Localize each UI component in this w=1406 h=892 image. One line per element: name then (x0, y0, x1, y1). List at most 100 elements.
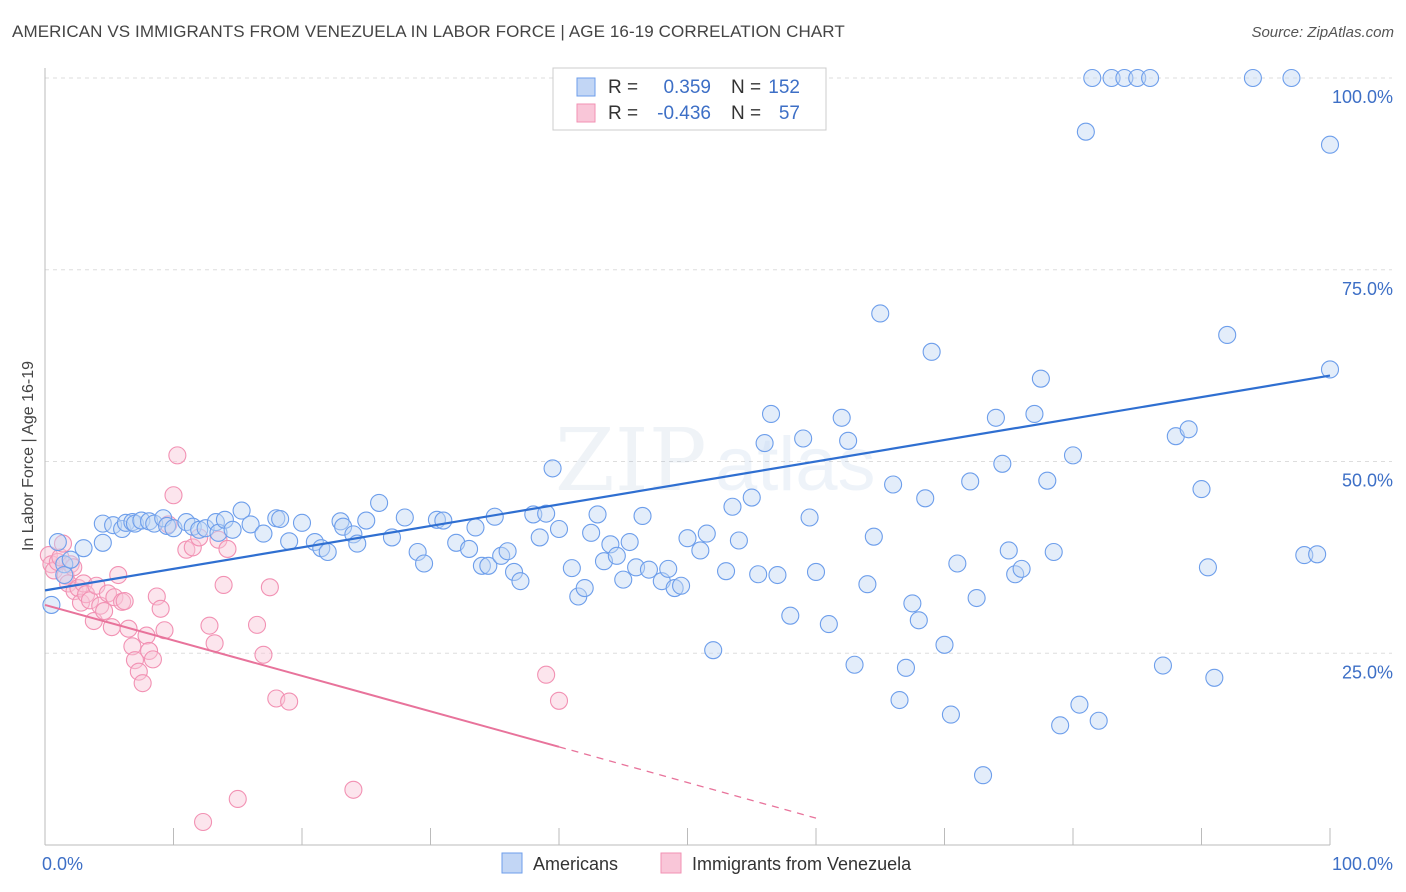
americans-point-87 (729, 531, 748, 550)
americans-point-124 (1038, 471, 1057, 490)
americans-point-110 (922, 342, 941, 361)
stats-r-label-venezuela: R = (608, 103, 638, 124)
watermark-zip: ZIP (555, 411, 707, 511)
americans-point-44 (395, 508, 414, 527)
y-tick-label-75: 75.0% (1342, 279, 1393, 299)
americans-point-64 (562, 559, 581, 578)
americans-point-145 (1295, 546, 1314, 565)
americans-point-97 (819, 615, 838, 634)
americans-point-28 (241, 515, 260, 534)
americans-point-51 (466, 518, 485, 537)
americans-point-82 (691, 541, 710, 560)
americans-point-123 (1031, 369, 1050, 388)
venezuela-point-57 (549, 691, 569, 710)
americans-point-134 (1128, 68, 1147, 88)
venezuela-point-19 (95, 602, 114, 621)
americans-point-45 (408, 542, 427, 562)
americans-point-73 (620, 532, 639, 552)
americans-point-105 (890, 690, 909, 710)
americans-point-111 (935, 635, 954, 654)
americans-point-109 (916, 489, 935, 508)
venezuela-point-25 (115, 592, 134, 611)
americans-point-67 (582, 523, 601, 542)
series-venezuela-points (39, 446, 569, 832)
chart-source: Source: ZipAtlas.com (1251, 24, 1394, 41)
americans-point-102 (864, 527, 883, 546)
stats-r-value-americans: 0.359 (663, 77, 711, 98)
americans-point-55 (492, 546, 511, 565)
stats-swatch-americans (576, 77, 596, 97)
americans-point-147 (1320, 360, 1340, 379)
series-americans-points (42, 68, 1340, 785)
americans-point-75 (633, 506, 652, 526)
stats-swatch-venezuela (576, 103, 596, 123)
americans-point-80 (672, 576, 691, 595)
americans-point-92 (768, 565, 787, 585)
americans-point-52 (472, 556, 491, 575)
americans-point-61 (537, 504, 556, 523)
americans-point-96 (806, 562, 826, 581)
americans-point-36 (318, 542, 337, 562)
americans-point-21 (190, 520, 209, 539)
americans-point-98 (832, 408, 851, 427)
americans-point-57 (504, 562, 524, 581)
americans-point-142 (1218, 325, 1237, 344)
stats-n-value-americans: 152 (768, 77, 800, 98)
chart-title: AMERICAN VS IMMIGRANTS FROM VENEZUELA IN… (12, 22, 845, 41)
venezuela-point-47 (214, 575, 233, 595)
americans-point-143 (1243, 68, 1262, 88)
americans-point-25 (215, 510, 234, 529)
americans-point-81 (678, 529, 697, 548)
y-tick-label-100: 100.0% (1332, 87, 1393, 107)
americans-point-2 (55, 555, 74, 574)
americans-point-107 (903, 594, 922, 613)
venezuela-point-42 (190, 528, 209, 547)
venezuela-point-48 (218, 539, 237, 558)
y-axis-tick-labels: 25.0% 50.0% 75.0% 100.0% (1332, 87, 1393, 682)
legend-label-venezuela: Immigrants from Venezuela (692, 854, 912, 874)
legend-swatch-venezuela (660, 852, 682, 874)
legend-label-americans: Americans (533, 854, 618, 874)
venezuela-point-33 (143, 650, 162, 669)
americans-point-53 (479, 556, 498, 575)
venezuela-point-39 (168, 446, 187, 465)
americans-point-76 (639, 560, 659, 579)
venezuela-point-30 (133, 674, 152, 693)
venezuela-point-54 (280, 692, 299, 711)
americans-point-115 (967, 588, 986, 608)
stats-n-label-americans: N = (731, 77, 761, 98)
venezuela-point-50 (247, 615, 267, 634)
americans-point-27 (232, 501, 251, 520)
y-tick-label-25: 25.0% (1342, 662, 1393, 682)
americans-point-129 (1076, 122, 1095, 141)
americans-point-113 (948, 554, 967, 573)
americans-point-26 (223, 520, 242, 539)
venezuela-point-56 (537, 665, 556, 684)
americans-point-6 (93, 533, 112, 552)
americans-point-5 (74, 539, 93, 558)
americans-point-104 (884, 475, 903, 494)
americans-point-126 (1051, 716, 1070, 735)
americans-point-135 (1141, 68, 1160, 88)
americans-point-112 (941, 705, 960, 724)
venezuela-point-38 (164, 486, 183, 505)
americans-point-119 (999, 541, 1018, 560)
americans-point-33 (292, 513, 312, 532)
americans-point-85 (716, 562, 736, 581)
americans-point-24 (209, 523, 228, 542)
americans-point-68 (588, 505, 607, 524)
legend-swatch-americans (501, 852, 523, 874)
americans-point-78 (659, 559, 678, 578)
grid-lines (45, 77, 1392, 654)
venezuela-point-52 (260, 578, 279, 597)
americans-point-146 (1308, 545, 1327, 564)
venezuela-point-41 (183, 538, 202, 557)
trend-line-americans (44, 374, 1331, 592)
americans-point-122 (1025, 404, 1044, 423)
americans-point-63 (549, 519, 569, 539)
americans-point-89 (749, 565, 768, 584)
americans-point-66 (575, 579, 594, 598)
americans-point-148 (1320, 135, 1340, 154)
americans-point-71 (607, 546, 626, 565)
americans-point-103 (871, 304, 890, 323)
